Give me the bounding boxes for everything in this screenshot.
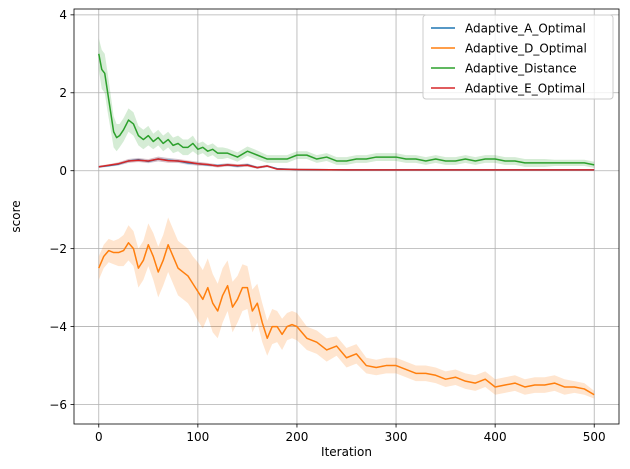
legend-label-adaptive-e-optimal: Adaptive_E_Optimal: [465, 81, 585, 95]
x-tick-label: 500: [583, 430, 606, 444]
axis-ticks: 0 100 200 300 400 500 −6 −4 −2 0 2 4: [49, 8, 605, 444]
band-adaptive-d-optimal: [98, 217, 595, 399]
series-line-adaptive-d-optimal: [98, 242, 595, 396]
x-axis-label: Iteration: [321, 445, 372, 459]
x-tick-label: 200: [286, 430, 309, 444]
plot-area-frame: [73, 8, 620, 425]
series-line-adaptive-e-optimal: [98, 158, 595, 171]
legend-label-adaptive-a-optimal: Adaptive_A_Optimal: [465, 21, 586, 35]
y-axis-label: score: [9, 200, 23, 232]
x-tick-label: 0: [95, 430, 103, 444]
x-tick-label: 100: [186, 430, 209, 444]
series-lines: [98, 53, 595, 396]
y-tick-label: −2: [49, 242, 67, 256]
y-tick-label: −4: [49, 320, 67, 334]
legend-label-adaptive-distance: Adaptive_Distance: [465, 61, 577, 75]
x-tick-label: 400: [484, 430, 507, 444]
y-tick-label: 2: [59, 86, 67, 100]
legend-box: [422, 14, 614, 100]
band-adaptive-e-optimal: [98, 156, 595, 171]
y-tick-label: 4: [59, 8, 67, 22]
y-tick-label: 0: [59, 164, 67, 178]
legend: Adaptive_A_Optimal Adaptive_D_Optimal Adap…: [422, 14, 614, 100]
y-tick-label: −6: [49, 398, 67, 412]
legend-label-adaptive-d-optimal: Adaptive_D_Optimal: [465, 41, 587, 55]
x-tick-label: 300: [385, 430, 408, 444]
series-line-adaptive-distance: [98, 53, 595, 166]
